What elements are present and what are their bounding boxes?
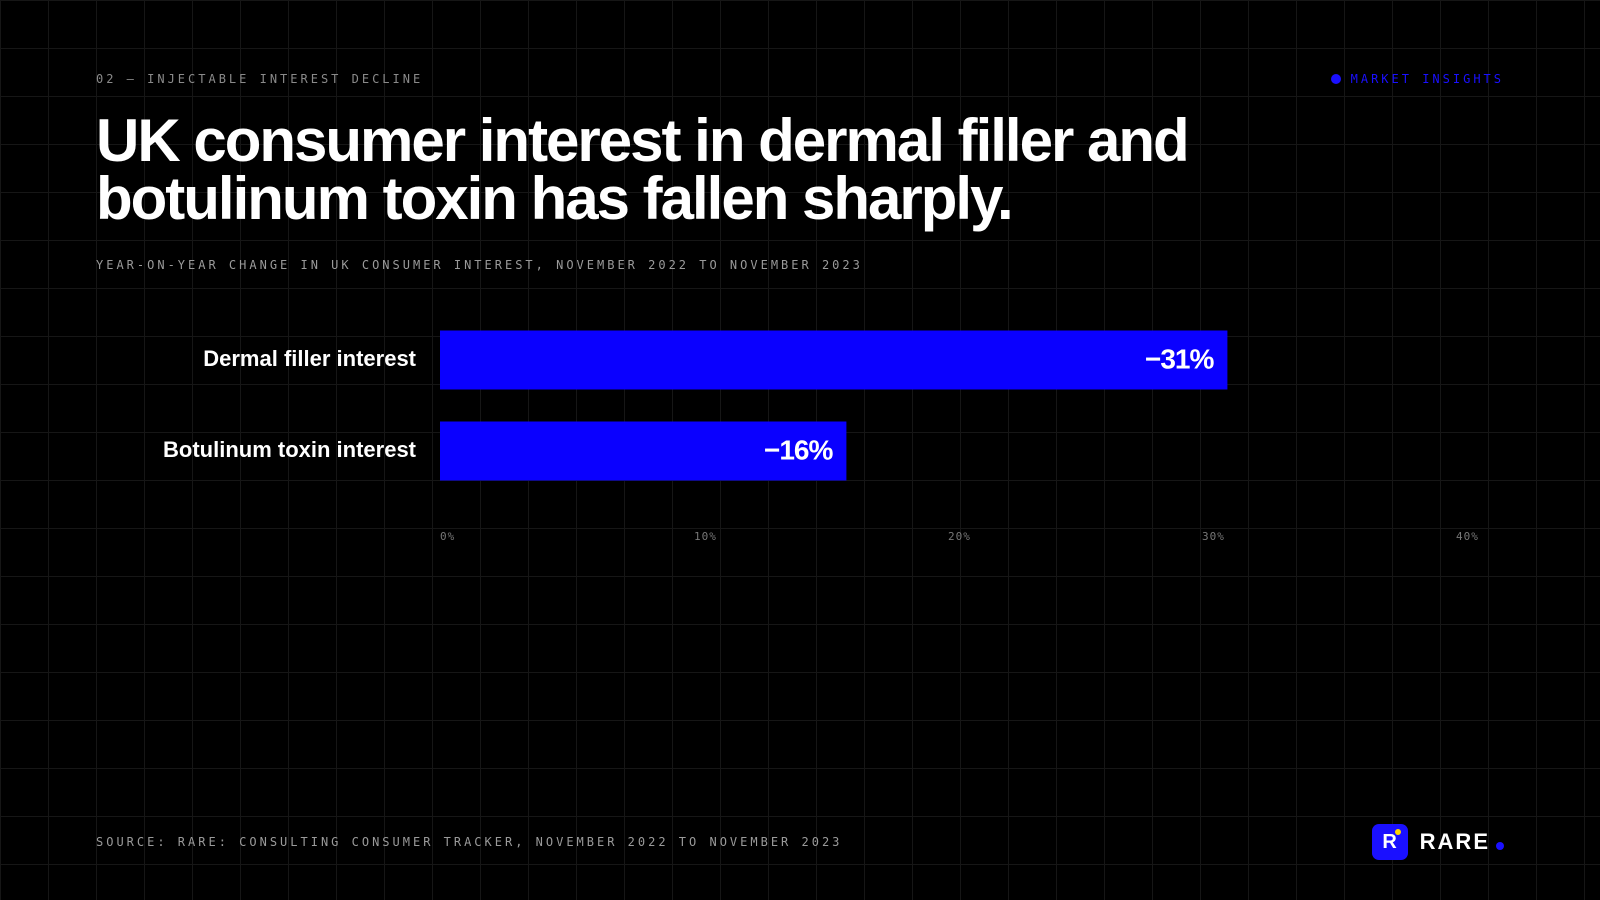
x-tick-label: 0% xyxy=(440,530,455,543)
brand: R RARE xyxy=(1371,824,1504,860)
bar xyxy=(440,421,847,481)
value-label: −31% xyxy=(1145,343,1214,374)
category-label: Botulinum toxin interest xyxy=(163,437,417,462)
badge-text: MARKET INSIGHTS xyxy=(1350,72,1504,86)
kicker: 02 — INJECTABLE INTEREST DECLINE xyxy=(96,72,424,86)
chart: 0% 10% 20% 30% 40% Dermal filler interest −31%… xyxy=(163,330,1479,543)
logo: R xyxy=(1371,824,1408,860)
value-label: −16% xyxy=(764,434,833,465)
x-tick-label: 10% xyxy=(694,530,717,543)
x-tick-label: 30% xyxy=(1202,530,1225,543)
brand-name: RARE xyxy=(1419,829,1490,854)
badge-dot xyxy=(1330,74,1341,84)
brand-dot xyxy=(1496,842,1504,850)
source: SOURCE: RARE: CONSULTING CONSUMER TRACKE… xyxy=(96,835,843,849)
chart-subtitle: YEAR-ON-YEAR CHANGE IN UK CONSUMER INTER… xyxy=(96,258,863,272)
x-tick-label: 40% xyxy=(1456,530,1479,543)
chart-title: UK consumer interest in dermal filler an… xyxy=(96,107,1190,232)
bar xyxy=(440,330,1228,390)
x-tick-label: 20% xyxy=(948,530,971,543)
badge: MARKET INSIGHTS xyxy=(1330,72,1504,86)
category-label: Dermal filler interest xyxy=(203,346,416,371)
